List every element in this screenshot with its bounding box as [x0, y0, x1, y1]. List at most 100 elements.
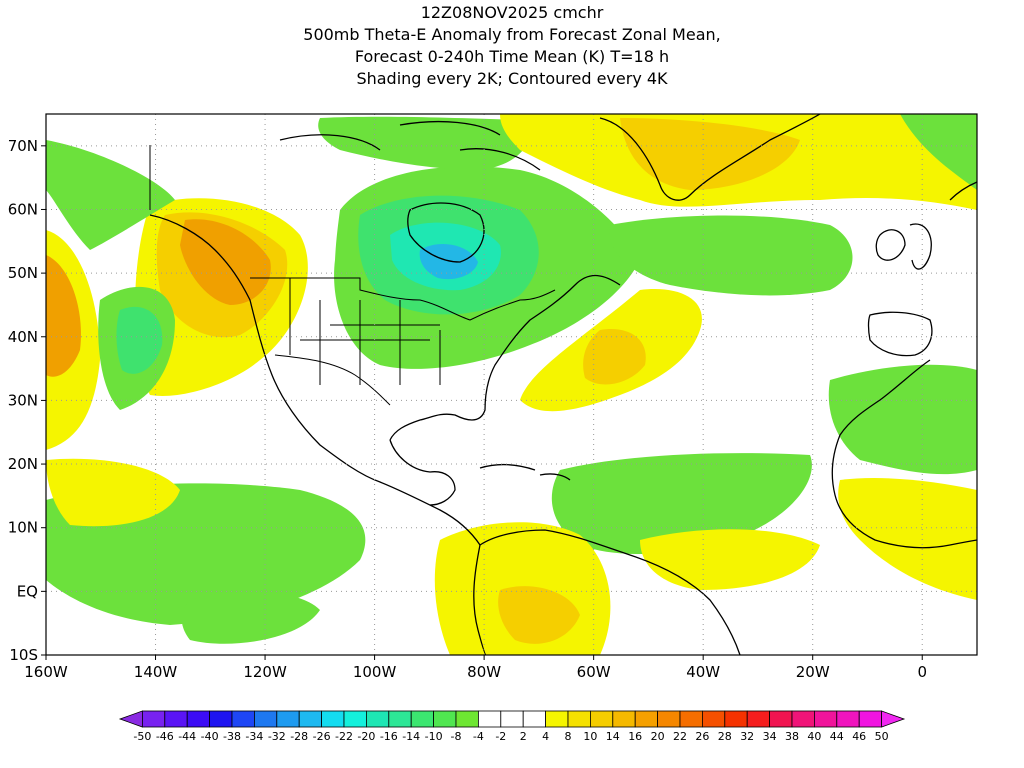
shade-neg-atlantic-band — [609, 215, 853, 296]
shade-pos-atlantic-equator — [640, 529, 820, 590]
colorbar-swatch — [612, 710, 636, 728]
colorbar-swatch — [679, 710, 703, 728]
shade-pos-west-edge-core — [46, 255, 81, 377]
colorbar-swatch — [702, 710, 726, 728]
colorbar-swatch — [836, 710, 860, 728]
colorbar-swatch — [321, 710, 345, 728]
lat-tick-label: 30N — [8, 391, 38, 409]
lon-tick-label: 20W — [796, 663, 830, 681]
colorbar-label: 32 — [740, 730, 754, 743]
colorbar-label: -46 — [156, 730, 174, 743]
coast-south-america — [473, 529, 741, 655]
border-us-mexico — [274, 354, 391, 406]
colorbar-swatch — [276, 710, 300, 728]
shade-neg-central-atlantic — [551, 453, 812, 555]
shade-pos-south-america-core — [498, 586, 580, 644]
colorbar-label: -14 — [402, 730, 420, 743]
shade-pos-tropics-west — [46, 458, 180, 527]
lon-tick-label: 160W — [24, 663, 68, 681]
coast-gulf-yucatan — [389, 439, 456, 506]
coast-north-america-east — [389, 274, 621, 441]
colorbar-label: -44 — [178, 730, 196, 743]
chart-title-line-2: 500mb Theta-E Anomaly from Forecast Zona… — [303, 25, 721, 44]
colorbar-swatch — [724, 710, 748, 728]
colorbar-swatch — [231, 710, 255, 728]
lat-tick-label: 40N — [8, 328, 38, 346]
colorbar-label: -22 — [335, 730, 353, 743]
colorbar-label: 20 — [651, 730, 665, 743]
colorbar-label: -20 — [357, 730, 375, 743]
colorbar-swatch — [343, 710, 367, 728]
state-lines — [289, 278, 441, 385]
colorbar-label: -26 — [313, 730, 331, 743]
lat-tick-label: 70N — [8, 137, 38, 155]
lat-tick-label: 50N — [8, 264, 38, 282]
shade-neg-canada-max — [419, 243, 478, 280]
shade-pos-greenland-core — [620, 118, 800, 190]
coast-norway — [949, 181, 977, 201]
lon-tick-label: 140W — [134, 663, 178, 681]
colorbar-label: -50 — [133, 730, 151, 743]
colorbar-label: 50 — [875, 730, 889, 743]
graticule — [45, 114, 977, 656]
colorbar-swatch — [186, 710, 210, 728]
anomaly-shading — [46, 114, 977, 655]
shade-neg-pacific-equator — [181, 591, 320, 644]
map-frame — [45, 113, 978, 656]
colorbar-swatch — [814, 710, 838, 728]
colorbar-label: 2 — [520, 730, 527, 743]
lat-tick-label: 20N — [8, 455, 38, 473]
colorbar-label: 14 — [606, 730, 620, 743]
colorbar-arrow-min — [118, 710, 143, 728]
lat-tick-label: EQ — [17, 582, 38, 600]
lon-tick-label: 0 — [917, 663, 927, 681]
colorbar-swatch — [791, 710, 815, 728]
colorbar-label: -8 — [451, 730, 462, 743]
coast-hudson-bay — [407, 202, 485, 263]
colorbar-swatch — [455, 710, 479, 728]
colorbar-swatch — [590, 710, 614, 728]
colorbar-label: 16 — [628, 730, 642, 743]
colorbar-swatch — [769, 710, 793, 728]
colorbar-label: -38 — [223, 730, 241, 743]
colorbar-label: 38 — [785, 730, 799, 743]
colorbar-swatch — [657, 710, 681, 728]
shade-pos-atlantic-tongue-core — [583, 329, 646, 385]
colorbar-swatch — [209, 710, 233, 728]
colorbar-swatch — [141, 710, 166, 728]
colorbar-label: 4 — [542, 730, 549, 743]
colorbar-label: 46 — [852, 730, 866, 743]
colorbar-label: -40 — [201, 730, 219, 743]
lon-tick-label: 80W — [467, 663, 501, 681]
coast-caribbean — [479, 464, 571, 481]
colorbar-swatch — [522, 710, 547, 728]
colorbar-swatch — [298, 710, 323, 728]
lat-tick-label: 10N — [8, 519, 38, 537]
colorbar-label: 22 — [673, 730, 687, 743]
colorbar-swatch — [365, 710, 390, 728]
lon-tick-label: 40W — [686, 663, 720, 681]
colorbar-swatch — [388, 710, 412, 728]
colorbar-label: 44 — [830, 730, 844, 743]
coast-africa-west — [831, 359, 977, 549]
colorbar-label: -34 — [245, 730, 263, 743]
colorbar-swatch — [858, 710, 883, 728]
colorbar-arrow-max — [881, 710, 906, 728]
chart-title-line-1: 12Z08NOV2025 cmchr — [420, 3, 604, 22]
colorbar-swatch — [567, 710, 591, 728]
colorbar-label: -16 — [380, 730, 398, 743]
colorbar-label: 10 — [583, 730, 597, 743]
colorbar-label: 8 — [565, 730, 572, 743]
shade-neg-west-africa — [828, 364, 977, 475]
colorbar-label: -2 — [495, 730, 506, 743]
colorbar-label: 28 — [718, 730, 732, 743]
political-boundaries — [149, 145, 556, 406]
colorbar-label: -4 — [473, 730, 484, 743]
coast-iberia — [867, 311, 933, 357]
shade-neg-pacific-30n-core — [116, 306, 163, 374]
coast-greenland — [599, 114, 821, 201]
lon-tick-label: 100W — [353, 663, 397, 681]
colorbar-label: -32 — [268, 730, 286, 743]
